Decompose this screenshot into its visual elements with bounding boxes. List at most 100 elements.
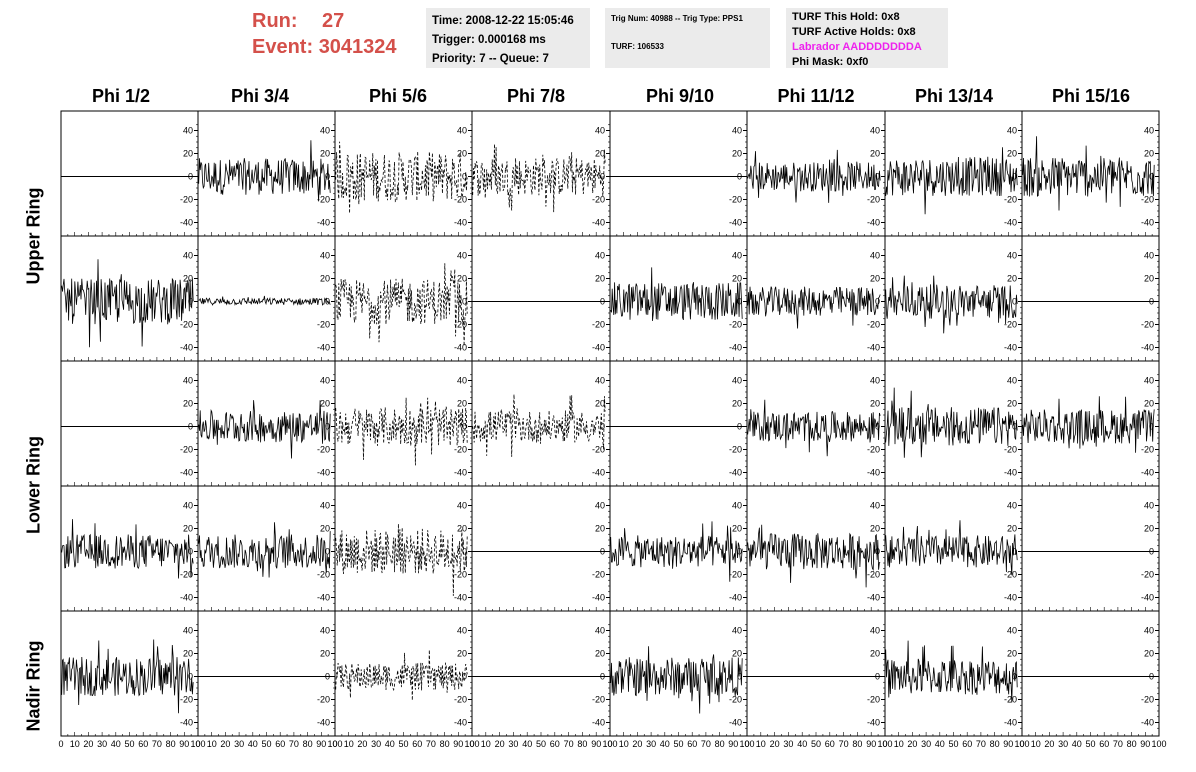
y-tick-label: 0 bbox=[1149, 172, 1154, 182]
y-tick-label: -20 bbox=[1141, 195, 1154, 205]
x-tick-label: 60 bbox=[1099, 739, 1109, 749]
y-tick-label: 40 bbox=[595, 126, 605, 136]
y-tick-label: 20 bbox=[457, 149, 467, 159]
y-tick-label: 20 bbox=[183, 649, 193, 659]
phi-mask-text: Phi Mask: 0xf0 bbox=[792, 56, 869, 68]
waveform-trace bbox=[885, 640, 1018, 703]
x-tick-label: 30 bbox=[1058, 739, 1068, 749]
x-tick-label: 20 bbox=[907, 739, 917, 749]
y-tick-label: -40 bbox=[867, 593, 880, 603]
y-tick-label: 0 bbox=[1149, 672, 1154, 682]
run-event-header: Run: 27 Event: 3041324 bbox=[252, 8, 418, 60]
y-tick-label: -40 bbox=[180, 468, 193, 478]
y-tick-label: 40 bbox=[1007, 626, 1017, 636]
x-tick-label: 60 bbox=[275, 739, 285, 749]
y-tick-label: 40 bbox=[320, 501, 330, 511]
x-tick-label: 10 bbox=[619, 739, 629, 749]
x-tick-label: 10 bbox=[1031, 739, 1041, 749]
y-tick-label: 20 bbox=[732, 274, 742, 284]
x-tick-label: 50 bbox=[536, 739, 546, 749]
y-tick-label: -20 bbox=[729, 570, 742, 580]
x-tick-label: 80 bbox=[990, 739, 1000, 749]
x-tick-label: 80 bbox=[303, 739, 313, 749]
y-tick-label: 20 bbox=[183, 524, 193, 534]
x-tick-label: 60 bbox=[687, 739, 697, 749]
y-tick-label: 40 bbox=[183, 126, 193, 136]
y-tick-label: -40 bbox=[592, 468, 605, 478]
x-tick-label: 10 bbox=[756, 739, 766, 749]
y-tick-label: -20 bbox=[729, 445, 742, 455]
y-tick-label: 0 bbox=[600, 422, 605, 432]
y-tick-label: 40 bbox=[870, 626, 880, 636]
y-tick-label: 40 bbox=[1007, 126, 1017, 136]
x-tick-label: 10 bbox=[344, 739, 354, 749]
panel-frame bbox=[471, 110, 611, 237]
y-tick-label: 0 bbox=[1012, 172, 1017, 182]
x-tick-label: 50 bbox=[398, 739, 408, 749]
y-tick-label: -40 bbox=[867, 218, 880, 228]
x-tick-label: 0 bbox=[332, 739, 337, 749]
y-tick-label: 40 bbox=[320, 126, 330, 136]
y-tick-label: -20 bbox=[1004, 445, 1017, 455]
y-tick-label: 0 bbox=[875, 672, 880, 682]
y-tick-label: 20 bbox=[320, 149, 330, 159]
x-tick-label: 0 bbox=[882, 739, 887, 749]
y-tick-label: 20 bbox=[732, 149, 742, 159]
x-tick-label: 30 bbox=[234, 739, 244, 749]
panel-frame bbox=[471, 360, 611, 487]
y-tick-label: 0 bbox=[737, 297, 742, 307]
y-tick-label: -20 bbox=[180, 445, 193, 455]
y-tick-label: 20 bbox=[595, 524, 605, 534]
y-tick-label: -20 bbox=[1141, 320, 1154, 330]
column-title-phi-11-12: Phi 11/12 bbox=[777, 86, 855, 106]
y-tick-label: 20 bbox=[1144, 649, 1154, 659]
turf-this-hold: TURF This Hold: 0x8 bbox=[792, 11, 900, 23]
y-tick-label: -20 bbox=[592, 570, 605, 580]
y-tick-label: -20 bbox=[454, 445, 467, 455]
x-tick-label: 90 bbox=[453, 739, 463, 749]
y-tick-label: 0 bbox=[737, 422, 742, 432]
y-tick-label: 40 bbox=[870, 376, 880, 386]
y-tick-label: 0 bbox=[462, 172, 467, 182]
x-tick-label: 80 bbox=[166, 739, 176, 749]
x-tick-label: 0 bbox=[469, 739, 474, 749]
y-tick-label: -40 bbox=[1141, 718, 1154, 728]
x-tick-label: 40 bbox=[797, 739, 807, 749]
panel-frame bbox=[334, 610, 473, 737]
waveform-trace bbox=[198, 140, 331, 202]
y-tick-label: 20 bbox=[1144, 399, 1154, 409]
y-tick-label: 0 bbox=[875, 547, 880, 557]
waveform-trace bbox=[747, 399, 881, 457]
x-tick-label: 10 bbox=[207, 739, 217, 749]
y-tick-label: 40 bbox=[870, 126, 880, 136]
y-tick-label: -20 bbox=[1004, 320, 1017, 330]
y-tick-label: 40 bbox=[457, 126, 467, 136]
column-title-phi-9-10: Phi 9/10 bbox=[645, 86, 715, 106]
y-tick-label: -20 bbox=[180, 695, 193, 705]
y-tick-label: 20 bbox=[1144, 149, 1154, 159]
x-tick-label: 20 bbox=[220, 739, 230, 749]
x-tick-label: 60 bbox=[825, 739, 835, 749]
y-tick-label: 20 bbox=[870, 524, 880, 534]
y-tick-label: 0 bbox=[462, 672, 467, 682]
y-tick-label: 40 bbox=[457, 501, 467, 511]
x-tick-label: 70 bbox=[976, 739, 986, 749]
y-tick-label: 20 bbox=[457, 649, 467, 659]
y-tick-label: -20 bbox=[1004, 570, 1017, 580]
x-tick-label: 80 bbox=[852, 739, 862, 749]
y-tick-label: 20 bbox=[320, 274, 330, 284]
waveform-trace bbox=[335, 263, 468, 347]
y-tick-label: -20 bbox=[729, 195, 742, 205]
x-tick-label: 100 bbox=[1014, 739, 1029, 749]
x-tick-label: 10 bbox=[894, 739, 904, 749]
y-tick-label: 0 bbox=[600, 672, 605, 682]
panel-frame bbox=[1021, 610, 1160, 737]
y-tick-label: -20 bbox=[592, 695, 605, 705]
column-title-phi-3-4: Phi 3/4 bbox=[230, 86, 290, 106]
waveform-trace bbox=[610, 521, 743, 582]
y-tick-label: 0 bbox=[462, 297, 467, 307]
y-tick-label: -40 bbox=[454, 218, 467, 228]
y-tick-label: 20 bbox=[183, 274, 193, 284]
y-tick-label: 40 bbox=[1007, 376, 1017, 386]
y-tick-label: 0 bbox=[875, 422, 880, 432]
